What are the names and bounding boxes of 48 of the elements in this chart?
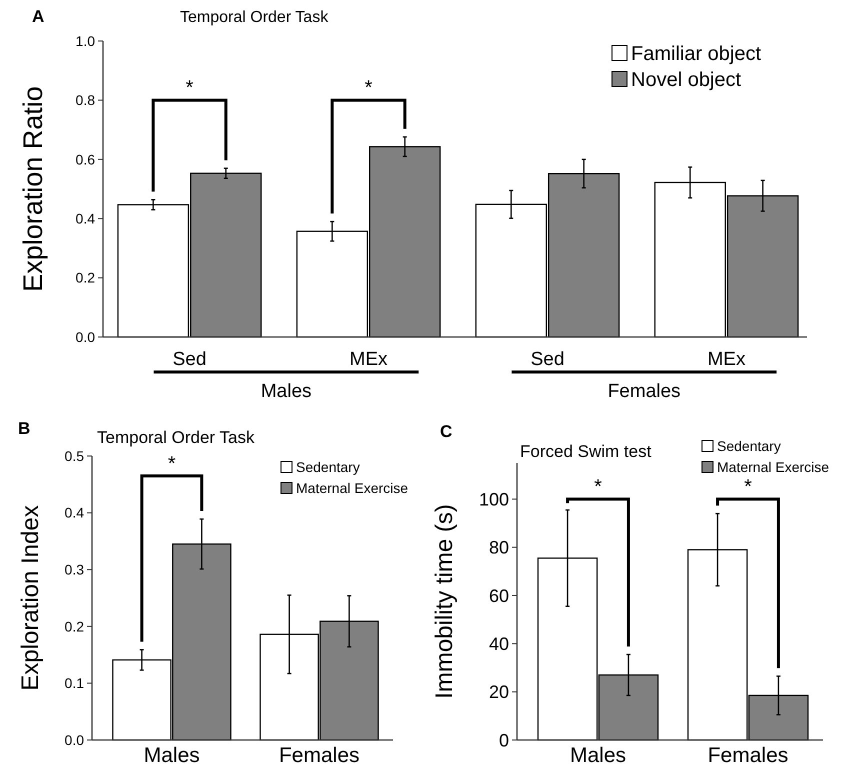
text: Females [608,381,681,402]
annotation: * [168,452,176,475]
text: A [32,7,44,26]
y-tick-label: 20 [488,682,509,702]
y-axis-title: Exploration Ratio [18,86,48,292]
chart-title: Temporal Order Task [97,428,255,447]
y-tick-label: 0.4 [76,210,96,226]
x-tick-label: MEx [350,349,388,370]
y-tick-label: 0.0 [76,328,96,345]
x-tick-label: MEx [707,349,746,370]
y-tick-label: 0.1 [64,675,84,692]
y-tick-label: 0.6 [76,151,96,168]
x-tick-label: Females [708,744,788,765]
y-tick-label: 0.4 [64,504,84,521]
legend-label: Sedentary [717,438,781,454]
y-tick-label: 1.0 [76,32,96,49]
x-tick-label: Males [144,744,200,765]
x-tick-label: Males [570,744,626,765]
chart-title: Temporal Order Task [180,9,330,26]
chart-title: Forced Swim test [520,442,652,461]
text: B [18,419,30,438]
y-tick-label: 100 [478,489,509,510]
y-tick-label: 0.2 [64,618,84,634]
legend-label: Maternal Exercise [717,458,830,475]
annotation: * [594,476,602,498]
x-tick-label: Sed [530,349,564,370]
y-tick-label: 0.0 [64,732,84,748]
legend-label: Novel object [631,69,742,91]
x-tick-label: Females [278,744,360,765]
y-tick-label: 0.8 [76,92,96,108]
x-tick-label: Sed [172,349,206,370]
legend-label: Sedentary [296,458,360,475]
y-tick-label: 0 [498,730,509,750]
y-axis-title: Exploration Index [17,505,44,691]
y-tick-label: 0.2 [76,270,96,286]
annotation: * [744,476,752,498]
y-tick-label: 80 [488,538,509,558]
text: Males [260,381,312,402]
y-tick-label: 0.5 [64,448,84,464]
annotation: * [364,77,373,100]
y-tick-label: 60 [488,586,509,606]
annotation: * [186,77,194,100]
y-axis-title: Immobility time (s) [431,504,458,699]
legend-label: Maternal Exercise [296,480,408,496]
y-tick-label: 40 [488,634,509,654]
y-tick-label: 0.3 [64,562,84,578]
legend-label: Familiar object [631,43,762,65]
text: C [440,422,452,441]
